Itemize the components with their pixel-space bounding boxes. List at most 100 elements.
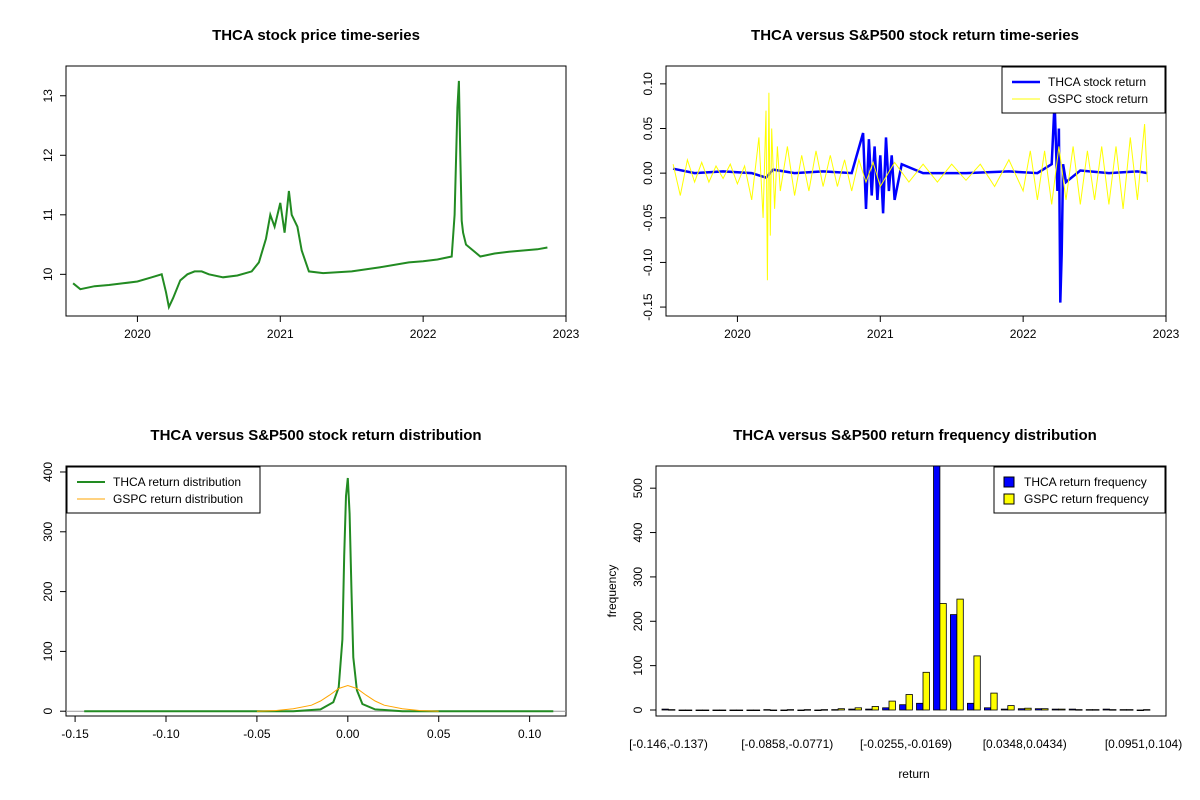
bar-gspc xyxy=(820,709,829,711)
y-tick-label: -0.10 xyxy=(641,248,655,276)
bar-thca xyxy=(848,708,856,711)
legend-label: THCA stock return xyxy=(1048,75,1146,89)
x-tick-label: -0.05 xyxy=(243,727,271,741)
y-tick-label: 300 xyxy=(631,567,645,587)
x-tick-label: 2023 xyxy=(553,327,580,341)
y-tick-label: 0 xyxy=(41,708,55,715)
x-tick-label: -0.15 xyxy=(61,727,89,741)
bar-thca xyxy=(797,709,805,712)
bar-thca xyxy=(763,709,771,711)
y-tick-label: 400 xyxy=(41,462,55,482)
y-tick-label: 100 xyxy=(41,641,55,661)
series-line-0 xyxy=(672,101,1148,303)
y-tick-label: 200 xyxy=(631,611,645,631)
bar-thca xyxy=(882,707,890,711)
bar-thca xyxy=(814,709,822,712)
bar-thca xyxy=(712,709,720,712)
bar-thca xyxy=(1068,708,1076,711)
legend-box xyxy=(66,466,261,514)
plot-frame xyxy=(655,465,1167,717)
bar-gspc xyxy=(1058,708,1066,711)
bar-thca xyxy=(1051,708,1059,711)
bar-gspc xyxy=(888,700,896,711)
y-tick-label: 400 xyxy=(631,522,645,542)
bar-thca xyxy=(899,704,907,711)
bar-thca xyxy=(729,709,737,712)
bar-gspc xyxy=(905,694,913,711)
bar-gspc xyxy=(1007,705,1015,711)
bar-thca xyxy=(950,614,958,711)
y-tick-label: 11 xyxy=(41,208,55,221)
return-distribution-chart: THCA versus S&P500 stock return distribu… xyxy=(41,427,567,741)
bar-gspc xyxy=(871,706,879,711)
y-tick-label: 500 xyxy=(631,478,645,498)
return-timeseries-chart: THCA versus S&P500 stock return time-ser… xyxy=(641,27,1180,341)
series-line-1 xyxy=(256,684,439,712)
bar-thca xyxy=(984,707,992,711)
bar-thca xyxy=(831,709,839,711)
bar-gspc xyxy=(786,709,795,711)
legend-label: THCA return distribution xyxy=(113,475,241,489)
stock-price-chart: THCA stock price time-series 2020 2021 202… xyxy=(41,27,580,341)
x-tick-label: [-0.146,-0.137) xyxy=(629,737,708,751)
legend-label: THCA return frequency xyxy=(1024,475,1147,489)
legend-swatch xyxy=(1003,493,1015,505)
bar-gspc xyxy=(1075,709,1083,711)
series-line-0 xyxy=(84,477,554,713)
y-tick-label: 0.00 xyxy=(641,161,655,185)
x-tick-label: [-0.0255,-0.0169) xyxy=(860,737,952,751)
bar-thca xyxy=(1034,708,1043,711)
return-frequency-chart: THCA versus S&P500 return frequency dist… xyxy=(605,427,1182,781)
x-tick-label: [-0.0858,-0.0771) xyxy=(741,737,833,751)
bar-thca xyxy=(1136,709,1144,712)
x-tick-label: [0.0951,0.104) xyxy=(1105,737,1182,751)
bar-gspc xyxy=(1041,708,1049,711)
series-line-0 xyxy=(72,80,548,311)
bar-thca xyxy=(1017,708,1026,711)
x-tick-label: 0.00 xyxy=(336,727,360,741)
bar-gspc xyxy=(1024,707,1032,711)
bar-gspc xyxy=(956,598,964,711)
bar-gspc xyxy=(1109,709,1117,711)
x-tick-label: 2021 xyxy=(267,327,294,341)
bar-gspc xyxy=(973,655,981,711)
y-tick-label: 100 xyxy=(631,655,645,675)
bar-thca xyxy=(916,702,924,711)
x-tick-label: 2020 xyxy=(724,327,751,341)
x-tick-label: -0.10 xyxy=(152,727,180,741)
bar-thca xyxy=(1000,708,1009,711)
bar-thca xyxy=(1085,709,1093,711)
y-tick-label: 10 xyxy=(41,267,55,281)
bar-gspc xyxy=(854,707,862,711)
bar-gspc xyxy=(990,692,998,711)
bar-gspc xyxy=(752,709,761,712)
legend-label: GSPC return distribution xyxy=(113,492,243,506)
x-tick-label: 0.05 xyxy=(427,727,451,741)
x-tick-label: 2023 xyxy=(1153,327,1180,341)
x-tick-label: 0.10 xyxy=(518,727,542,741)
chart-title: THCA versus S&P500 stock return time-ser… xyxy=(751,27,1079,44)
y-tick-label: -0.05 xyxy=(641,204,655,232)
y-tick-label: 0.10 xyxy=(641,72,655,96)
bar-gspc xyxy=(1092,709,1100,711)
chart-title: THCA versus S&P500 stock return distribu… xyxy=(150,427,481,444)
bar-gspc xyxy=(922,671,930,711)
x-tick-label: 2021 xyxy=(867,327,894,341)
series-line-1 xyxy=(672,92,1148,281)
y-tick-label: -0.15 xyxy=(641,293,655,321)
x-tick-label: 2022 xyxy=(1010,327,1037,341)
x-tick-label: 2022 xyxy=(410,327,437,341)
y-tick-label: 0.05 xyxy=(641,116,655,140)
x-tick-label: [0.0348,0.0434) xyxy=(983,737,1067,751)
bar-gspc xyxy=(719,709,727,712)
x-tick-label: 2020 xyxy=(124,327,151,341)
bar-gspc xyxy=(1143,709,1151,711)
legend-swatch xyxy=(1003,476,1015,488)
bar-thca xyxy=(967,702,975,711)
y-tick-label: 200 xyxy=(41,581,55,601)
bar-thca xyxy=(695,709,703,712)
y-tick-label: 300 xyxy=(41,521,55,541)
plot-frame xyxy=(65,65,567,317)
x-axis-label: return xyxy=(898,767,929,781)
